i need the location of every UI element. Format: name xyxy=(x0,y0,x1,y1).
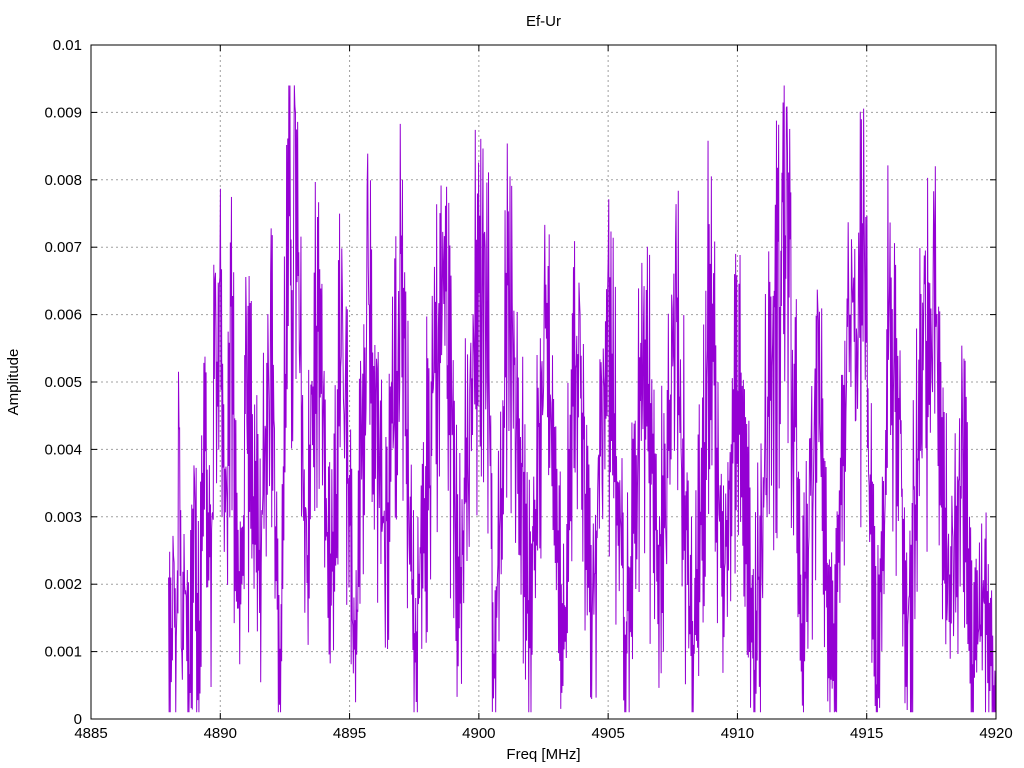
y-tick-label: 0 xyxy=(74,711,82,728)
axis-ticks: 4885 4890 4895 4900 4905 4910 4915 4920 0 0.001 0.… xyxy=(44,37,1012,742)
grid-lines xyxy=(91,45,996,719)
y-tick-label: 0.007 xyxy=(44,239,82,256)
y-tick-label: 0.005 xyxy=(44,374,82,391)
x-tick-label: 4920 xyxy=(979,725,1012,742)
y-tick-label: 0.002 xyxy=(44,576,82,593)
x-tick-label: 4915 xyxy=(850,725,883,742)
x-tick-label: 4895 xyxy=(333,725,366,742)
y-tick-label: 0.009 xyxy=(44,104,82,121)
y-tick-label: 0.004 xyxy=(44,441,82,458)
x-tick-label: 4900 xyxy=(462,725,495,742)
x-tick-label: 4910 xyxy=(721,725,754,742)
x-tick-label: 4890 xyxy=(204,725,237,742)
y-tick-label: 0.001 xyxy=(44,644,82,661)
y-tick-label: 0.003 xyxy=(44,509,82,526)
series-line xyxy=(168,85,997,713)
chart-title: Ef-Ur xyxy=(526,13,561,30)
y-tick-label: 0.01 xyxy=(53,37,82,54)
plot-area xyxy=(168,85,997,713)
x-tick-label: 4885 xyxy=(74,725,107,742)
y-tick-label: 0.008 xyxy=(44,172,82,189)
y-tick-label: 0.006 xyxy=(44,307,82,324)
x-axis-label: Freq [MHz] xyxy=(506,746,580,763)
x-tick-label: 4905 xyxy=(591,725,624,742)
y-axis-label: Amplitude xyxy=(5,349,22,416)
